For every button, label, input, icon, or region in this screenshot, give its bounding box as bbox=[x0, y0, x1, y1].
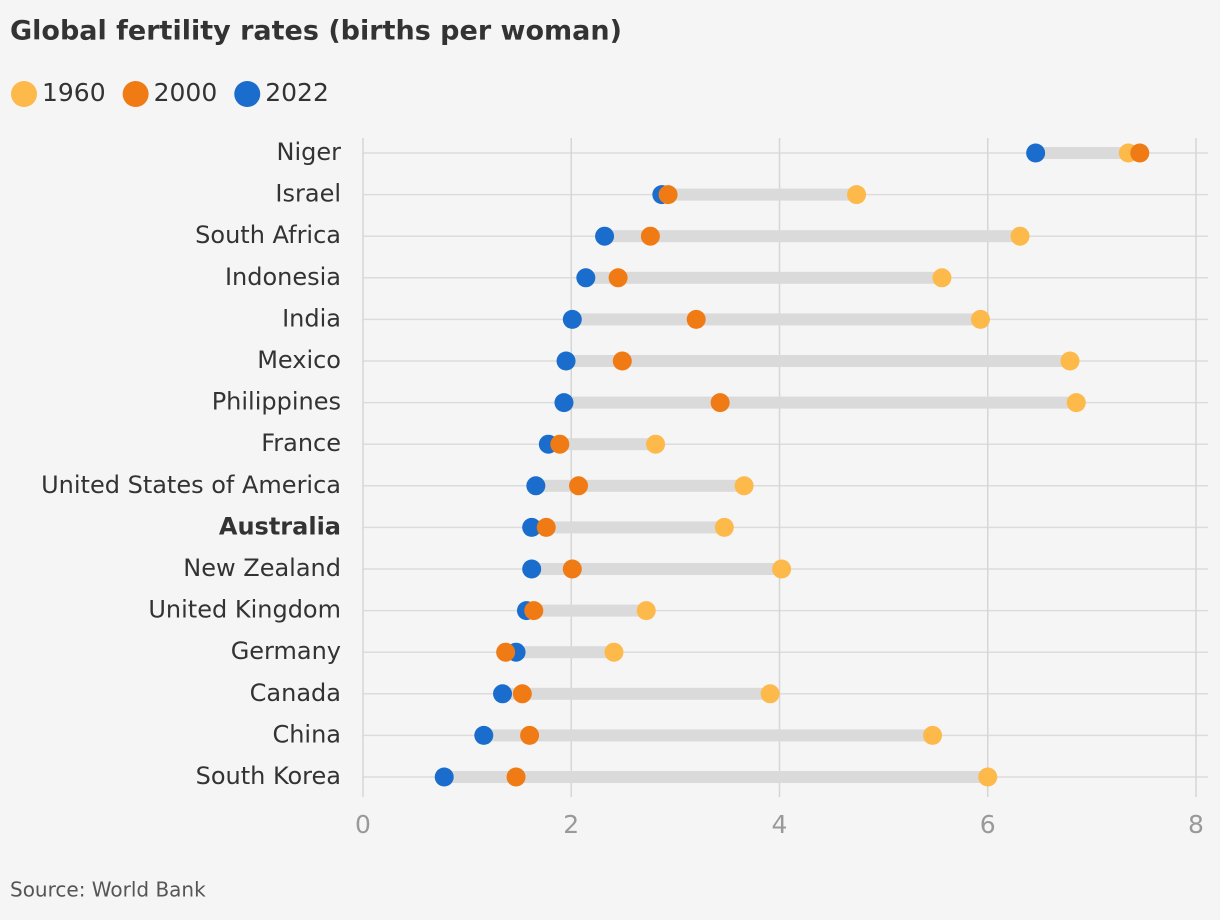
dot bbox=[612, 351, 632, 371]
dot bbox=[550, 434, 570, 454]
dot bbox=[772, 559, 792, 579]
dot bbox=[595, 226, 615, 246]
legend-label: 1960 bbox=[42, 78, 106, 107]
range-bar bbox=[531, 563, 782, 575]
dot bbox=[434, 767, 454, 787]
legend-label: 2000 bbox=[154, 78, 218, 107]
dot bbox=[496, 642, 516, 662]
y-tick-label: Canada bbox=[250, 679, 341, 707]
legend-label: 2022 bbox=[265, 78, 329, 107]
x-tick-label: 8 bbox=[1188, 810, 1204, 839]
source: Source: World Bank bbox=[10, 878, 206, 902]
y-tick-label: United States of America bbox=[41, 471, 341, 499]
legend-swatch bbox=[11, 81, 37, 107]
dot bbox=[970, 309, 990, 329]
dot bbox=[536, 517, 556, 537]
range-bar bbox=[502, 687, 771, 700]
dot bbox=[522, 559, 542, 579]
dot bbox=[710, 393, 730, 413]
dot bbox=[522, 517, 542, 537]
dot bbox=[636, 601, 656, 621]
y-tick-label: United Kingdom bbox=[148, 596, 341, 624]
y-tick-label: Australia bbox=[219, 512, 341, 540]
legend-swatch bbox=[122, 81, 149, 107]
dot bbox=[1010, 226, 1030, 246]
y-tick-label: India bbox=[282, 304, 341, 332]
dot bbox=[526, 476, 546, 496]
dot bbox=[524, 601, 544, 621]
y-tick-label: Mexico bbox=[257, 346, 341, 374]
dot bbox=[1060, 351, 1080, 371]
dot bbox=[506, 767, 526, 787]
dot bbox=[1130, 143, 1150, 163]
dot bbox=[658, 185, 678, 205]
range-bar bbox=[661, 188, 857, 201]
dot bbox=[512, 684, 532, 704]
range-bar bbox=[566, 355, 1071, 367]
range-bar bbox=[526, 604, 647, 617]
dot bbox=[714, 517, 734, 537]
legend-swatch bbox=[234, 81, 261, 107]
chart-title: Global fertility rates (births per woman… bbox=[10, 16, 622, 47]
y-tick-label: South Africa bbox=[195, 221, 341, 249]
range-bar bbox=[505, 646, 614, 659]
range-bar bbox=[563, 396, 1077, 409]
range-bar bbox=[604, 230, 1021, 243]
dot bbox=[569, 476, 589, 496]
dot bbox=[760, 684, 780, 704]
dot bbox=[520, 725, 540, 745]
dot bbox=[556, 351, 576, 371]
y-tick-label: Niger bbox=[277, 138, 342, 166]
dot bbox=[493, 684, 513, 704]
range-bar bbox=[444, 771, 988, 783]
y-tick-label: Indonesia bbox=[225, 263, 341, 291]
y-tick-label: Israel bbox=[275, 180, 341, 208]
dot bbox=[686, 309, 706, 329]
dot bbox=[604, 642, 624, 662]
y-tick-label: China bbox=[272, 720, 341, 748]
dot bbox=[554, 393, 574, 413]
dot bbox=[1066, 393, 1086, 413]
dot bbox=[847, 185, 867, 205]
range-bar bbox=[1035, 147, 1140, 159]
x-tick-label: 2 bbox=[563, 810, 579, 839]
y-tick-label: Philippines bbox=[212, 388, 341, 416]
dot bbox=[576, 268, 596, 288]
dot bbox=[640, 226, 660, 246]
dot bbox=[646, 434, 666, 454]
range-bar bbox=[548, 438, 656, 451]
y-tick-label: South Korea bbox=[196, 762, 341, 790]
dot bbox=[562, 309, 582, 329]
range-bar bbox=[531, 521, 725, 534]
dot bbox=[978, 767, 998, 787]
dot bbox=[923, 725, 943, 745]
range-bar bbox=[483, 729, 933, 742]
dot bbox=[1026, 143, 1046, 163]
dot bbox=[734, 476, 754, 496]
dot bbox=[562, 559, 582, 579]
y-tick-label: France bbox=[261, 429, 341, 457]
y-tick-label: New Zealand bbox=[183, 554, 341, 582]
y-tick-label: Germany bbox=[231, 637, 341, 665]
x-tick-label: 6 bbox=[980, 810, 996, 839]
range-bar bbox=[535, 479, 745, 492]
dot bbox=[474, 725, 494, 745]
dot bbox=[608, 268, 628, 288]
dot bbox=[932, 268, 952, 288]
x-tick-label: 0 bbox=[355, 810, 371, 839]
range-bar bbox=[585, 271, 942, 284]
x-tick-label: 4 bbox=[772, 810, 788, 839]
range-bar bbox=[572, 313, 981, 326]
